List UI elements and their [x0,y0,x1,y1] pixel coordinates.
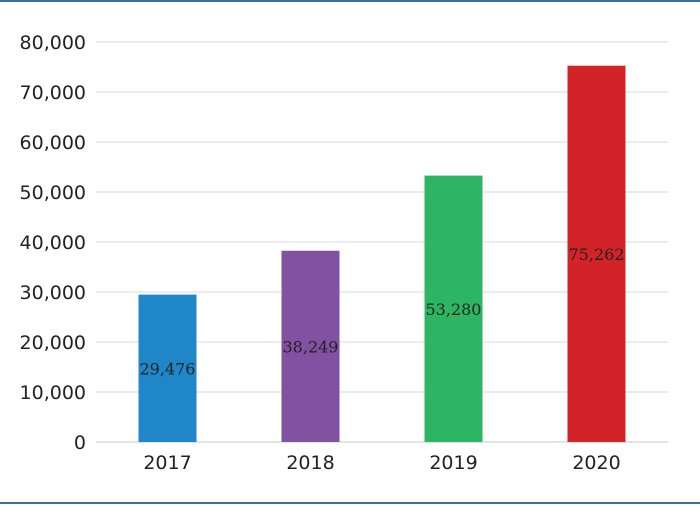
frame-bottom-border [0,502,700,504]
y-tick-label: 70,000 [20,82,86,104]
x-tick-label: 2019 [429,452,477,474]
bars [138,65,626,442]
data-label: 38,249 [283,337,339,356]
x-tick-label: 2017 [143,452,191,474]
y-tick-label: 0 [74,432,86,454]
frame-top-border [0,0,700,2]
y-tick-label: 40,000 [20,232,86,254]
bar-2017 [138,294,197,442]
x-axis-tick-labels: 2017 2018 2019 2020 [143,452,620,474]
y-tick-label: 60,000 [20,132,86,154]
y-tick-label: 20,000 [20,332,86,354]
y-tick-label: 30,000 [20,282,86,304]
x-tick-label: 2020 [572,452,620,474]
y-tick-label: 10,000 [20,382,86,404]
bar-2019 [424,175,483,442]
data-labels: 29,476 38,249 53,280 75,262 [140,245,625,378]
y-axis-tick-labels: 0 10,000 20,000 30,000 40,000 50,000 60,000 70,… [20,32,86,454]
data-label: 29,476 [140,359,196,378]
data-label: 75,262 [569,245,625,264]
x-tick-label: 2018 [286,452,334,474]
bar-2020 [567,65,626,442]
bar-2018 [281,250,340,442]
data-label: 53,280 [426,300,482,319]
y-tick-label: 50,000 [20,182,86,204]
y-tick-label: 80,000 [20,32,86,54]
